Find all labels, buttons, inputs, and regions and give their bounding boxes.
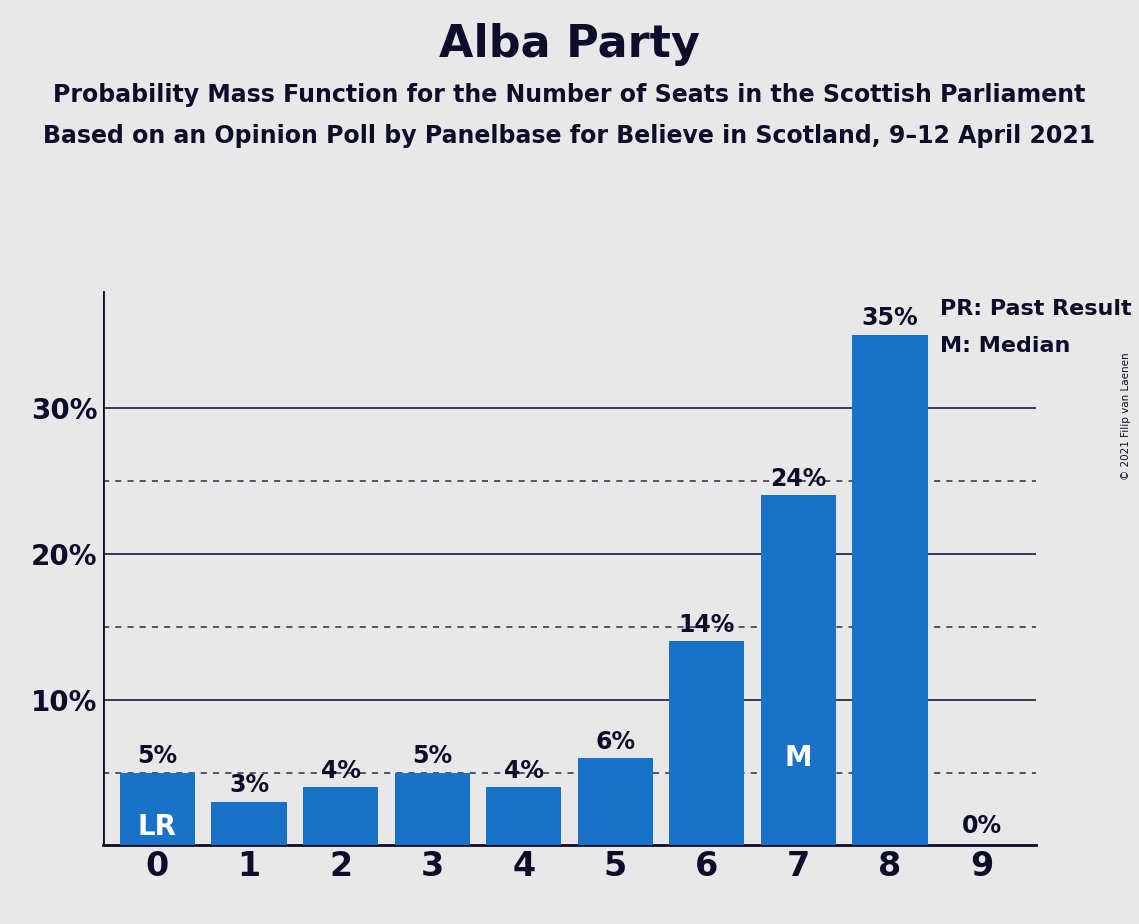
Text: 4%: 4% xyxy=(503,759,543,783)
Bar xyxy=(303,787,378,845)
Text: Based on an Opinion Poll by Panelbase for Believe in Scotland, 9–12 April 2021: Based on an Opinion Poll by Panelbase fo… xyxy=(43,124,1096,148)
Text: LR: LR xyxy=(138,813,177,841)
Bar xyxy=(394,772,469,845)
Bar xyxy=(486,787,562,845)
Text: © 2021 Filip van Laenen: © 2021 Filip van Laenen xyxy=(1121,352,1131,480)
Text: M: Median: M: Median xyxy=(941,336,1071,357)
Bar xyxy=(577,758,653,845)
Text: M: M xyxy=(785,744,812,772)
Text: 14%: 14% xyxy=(679,613,735,637)
Text: 6%: 6% xyxy=(596,730,636,754)
Text: Probability Mass Function for the Number of Seats in the Scottish Parliament: Probability Mass Function for the Number… xyxy=(54,83,1085,107)
Text: 5%: 5% xyxy=(138,744,178,768)
Text: Alba Party: Alba Party xyxy=(439,23,700,67)
Bar xyxy=(120,772,195,845)
Bar xyxy=(212,802,287,845)
Bar xyxy=(852,334,927,845)
Text: PR: Past Result: PR: Past Result xyxy=(941,298,1132,319)
Text: 3%: 3% xyxy=(229,773,269,797)
Text: 35%: 35% xyxy=(862,307,918,331)
Bar xyxy=(670,641,745,845)
Text: 4%: 4% xyxy=(320,759,361,783)
Bar xyxy=(761,495,836,845)
Text: 0%: 0% xyxy=(961,814,1001,838)
Text: 5%: 5% xyxy=(412,744,452,768)
Text: 24%: 24% xyxy=(770,467,827,491)
